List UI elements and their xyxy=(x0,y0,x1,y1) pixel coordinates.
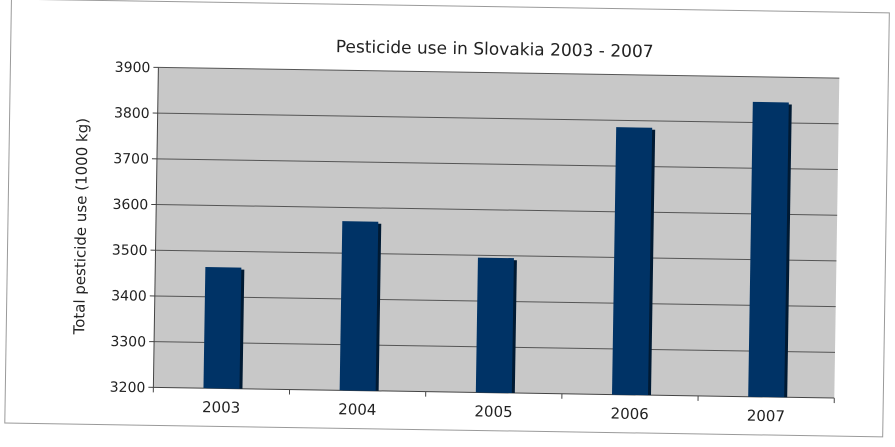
y-axis-label: Total pesticide use (1000 kg) xyxy=(70,118,91,336)
x-tick-label: 2007 xyxy=(747,407,785,426)
y-tick-label: 3600 xyxy=(112,197,148,214)
bar xyxy=(748,102,789,397)
y-tick-label: 3700 xyxy=(113,151,149,168)
y-tick-label: 3200 xyxy=(110,380,146,397)
bar xyxy=(340,221,379,391)
x-tick-label: 2006 xyxy=(610,405,648,424)
y-tick-label: 3900 xyxy=(115,60,151,77)
y-tick-label: 3800 xyxy=(114,105,150,122)
y-tick-label: 3400 xyxy=(111,288,147,305)
y-tick-label: 3500 xyxy=(112,243,148,260)
x-tick-label: 2003 xyxy=(202,398,240,417)
bar xyxy=(612,127,652,395)
x-tick-label: 2005 xyxy=(474,402,512,421)
bar xyxy=(203,267,241,389)
x-tick-label: 2004 xyxy=(338,400,376,419)
y-tick-label: 3300 xyxy=(110,334,146,351)
bar xyxy=(476,258,514,393)
